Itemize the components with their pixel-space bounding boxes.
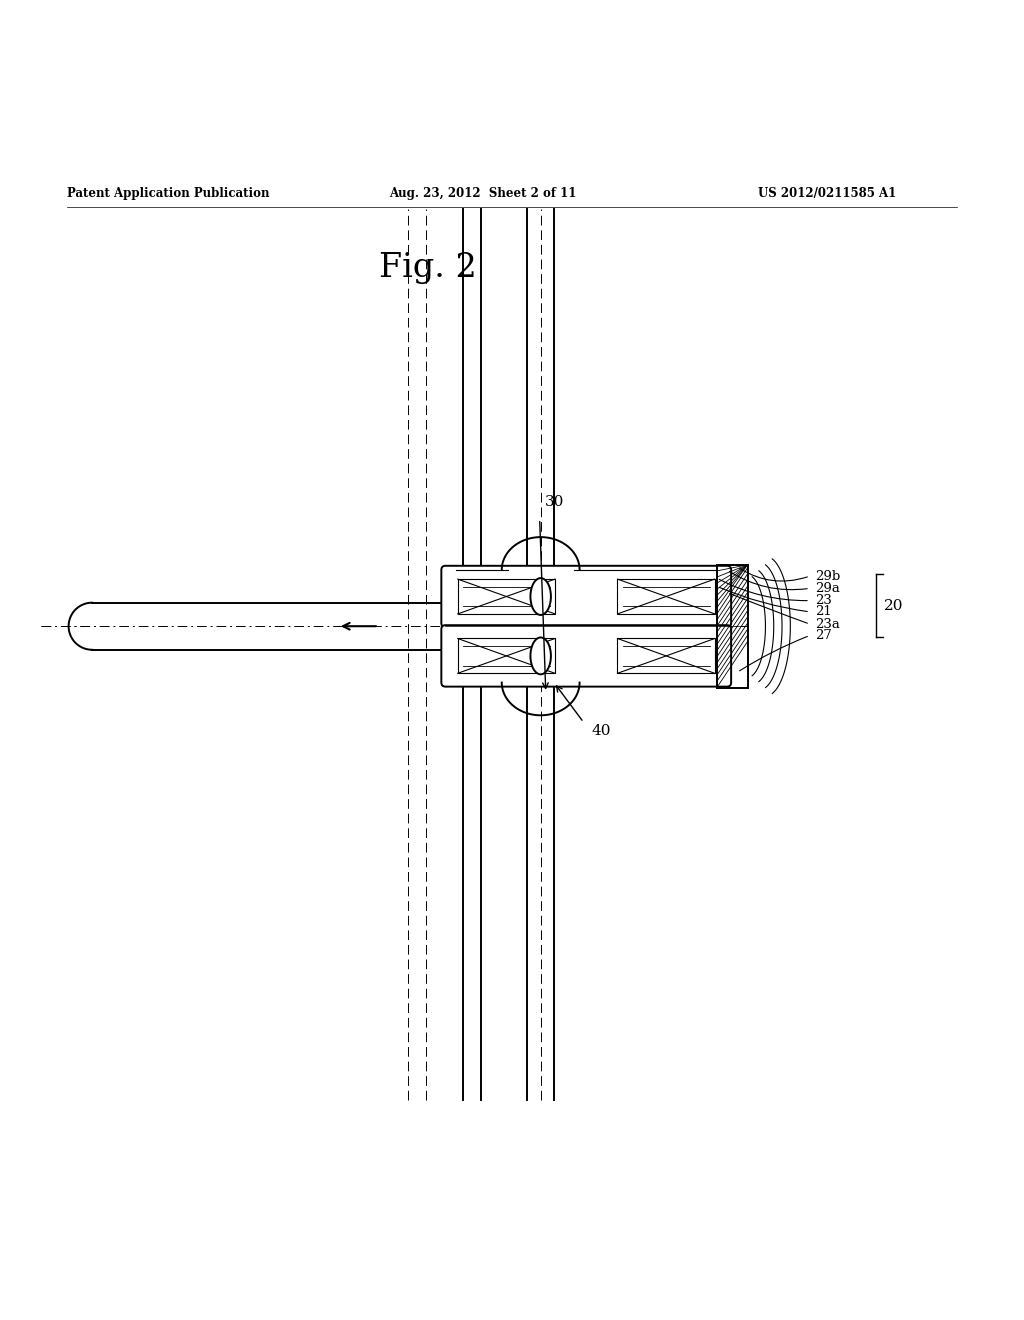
Text: 40: 40 bbox=[592, 723, 611, 738]
Bar bbox=[617, 579, 715, 614]
Bar bbox=[717, 565, 748, 688]
Bar bbox=[458, 579, 555, 614]
Bar bbox=[617, 639, 715, 673]
Text: 23: 23 bbox=[815, 594, 831, 607]
Text: Patent Application Publication: Patent Application Publication bbox=[67, 186, 269, 199]
Text: 29b: 29b bbox=[815, 569, 841, 582]
Text: 27: 27 bbox=[815, 628, 831, 642]
Text: 20: 20 bbox=[884, 599, 903, 612]
FancyBboxPatch shape bbox=[441, 626, 731, 686]
Text: 30: 30 bbox=[545, 495, 564, 510]
Text: 23a: 23a bbox=[815, 618, 840, 631]
Ellipse shape bbox=[530, 638, 551, 675]
Text: Aug. 23, 2012  Sheet 2 of 11: Aug. 23, 2012 Sheet 2 of 11 bbox=[389, 186, 577, 199]
FancyBboxPatch shape bbox=[441, 566, 731, 627]
Text: 21: 21 bbox=[815, 606, 831, 618]
Text: Fig. 2: Fig. 2 bbox=[379, 252, 476, 284]
Text: US 2012/0211585 A1: US 2012/0211585 A1 bbox=[758, 186, 896, 199]
Ellipse shape bbox=[530, 578, 551, 615]
Bar bbox=[458, 639, 555, 673]
Text: 29a: 29a bbox=[815, 582, 840, 595]
